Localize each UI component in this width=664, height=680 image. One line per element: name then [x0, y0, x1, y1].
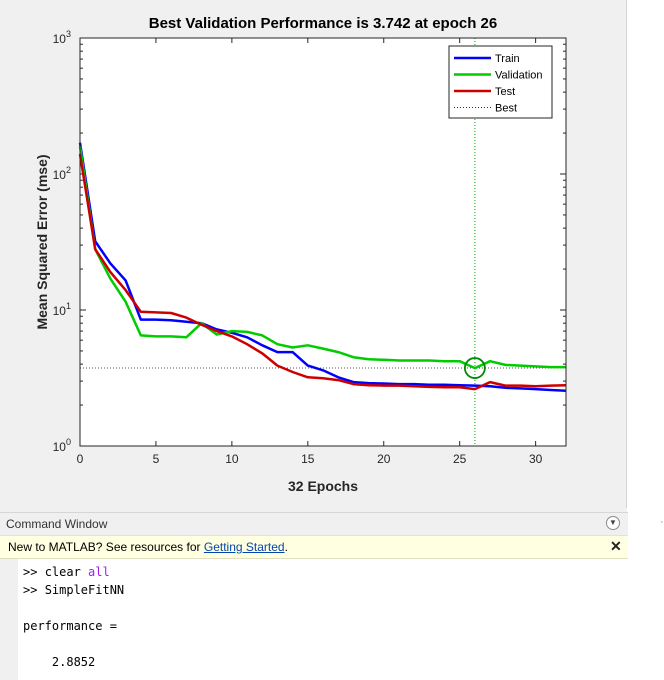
- command-window-title: Command Window: [6, 517, 108, 531]
- output-value: 2.8852: [23, 655, 96, 669]
- command-text: clear: [44, 565, 89, 579]
- y-tick-label: 100: [53, 437, 71, 454]
- axes-box: [79, 37, 567, 447]
- x-tick-label: 20: [377, 452, 391, 466]
- prompt: >>: [23, 583, 45, 597]
- output-line: performance =: [23, 619, 117, 633]
- command-line: >> SimpleFitNN: [23, 583, 124, 597]
- command-window-titlebar: Command Window ▼: [0, 512, 628, 535]
- legend-label: Validation: [495, 70, 543, 82]
- x-tick-label: 30: [529, 452, 543, 466]
- chart-title: Best Validation Performance is 3.742 at …: [149, 15, 497, 32]
- x-tick-label: 5: [153, 452, 160, 466]
- info-message: New to MATLAB? See resources for: [8, 540, 204, 554]
- getting-started-link[interactable]: Getting Started: [203, 540, 285, 554]
- y-tick-label: 102: [53, 165, 71, 182]
- series-line-test: [78, 153, 567, 391]
- info-bar: New to MATLAB? See resources for Getting…: [0, 535, 628, 559]
- right-panel-strip: ·: [627, 0, 664, 680]
- strip-tick: ·: [660, 516, 664, 528]
- series-line-validation: [78, 146, 566, 370]
- x-tick-label: 0: [77, 452, 84, 466]
- legend-box: [448, 45, 553, 119]
- command-line: >> clear all: [23, 565, 110, 579]
- info-suffix: .: [284, 540, 288, 554]
- command-window-body[interactable]: >> clear all >> SimpleFitNN performance …: [18, 559, 628, 680]
- best-marker: [463, 357, 486, 379]
- info-text: New to MATLAB? See resources for Getting…: [8, 540, 288, 554]
- performance-plot: Best Validation Performance is 3.742 at …: [34, 15, 567, 494]
- y-tick-label: 101: [53, 301, 71, 318]
- command-keyword: all: [88, 565, 110, 579]
- legend-label: Test: [495, 86, 515, 98]
- legend-label: Best: [495, 103, 517, 115]
- figure-panel: Best Validation Performance is 3.742 at …: [34, 0, 627, 508]
- x-tick-label: 25: [453, 452, 467, 466]
- prompt: >>: [23, 565, 45, 579]
- close-icon[interactable]: ✕: [610, 538, 622, 554]
- command-window-menu-icon[interactable]: ▼: [606, 516, 620, 530]
- y-axis-label: Mean Squared Error (mse): [34, 154, 50, 329]
- x-tick-label: 10: [225, 452, 239, 466]
- legend-label: Train: [495, 53, 520, 65]
- y-tick-label: 103: [53, 29, 71, 46]
- x-axis-label: 32 Epochs: [288, 478, 358, 494]
- x-tick-label: 15: [301, 452, 315, 466]
- command-text: SimpleFitNN: [44, 583, 125, 597]
- series-line-train: [78, 142, 567, 392]
- command-window[interactable]: Command Window ▼ New to MATLAB? See reso…: [0, 512, 628, 680]
